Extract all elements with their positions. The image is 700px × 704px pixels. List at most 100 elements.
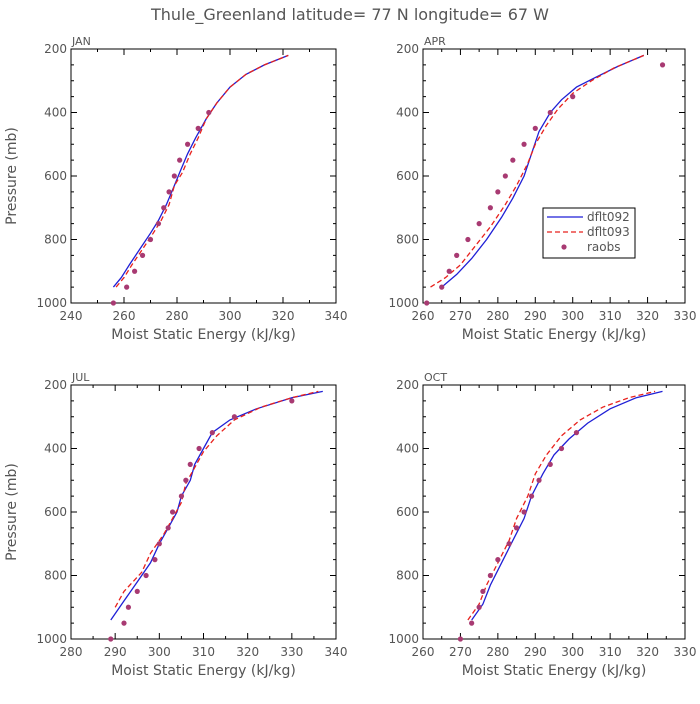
raobs-point: [143, 572, 149, 579]
panel-oct: 260 270 280 290 300 310 320 330 200 400 600 800 1000…: [388, 371, 696, 679]
x-tick-label: 320: [636, 309, 659, 323]
legend-label-raobs: raobs: [587, 240, 621, 254]
y-tick-label: 200: [44, 42, 67, 56]
raobs-point: [152, 557, 158, 563]
x-tick-label: 290: [104, 645, 127, 659]
x-tick-label: 270: [449, 309, 472, 323]
x-tick-label: 280: [486, 309, 509, 323]
x-tick-label: 330: [280, 645, 303, 659]
x-tick-label: 290: [524, 309, 547, 323]
x-tick-label: 240: [60, 309, 83, 323]
x-tick-label: 300: [148, 645, 171, 659]
panel-apr: 260 270 280 290 300 310 320 330 200 400 600 800 1000…: [388, 35, 696, 343]
y-tick-label: 1000: [388, 296, 419, 310]
raobs-point: [547, 461, 553, 467]
y-tick-label: 600: [396, 169, 419, 183]
raobs-point: [139, 252, 146, 258]
panel-jan: 240 260 280 300 320 340 200 400 600 800 1000 JAN Moi…: [4, 35, 347, 343]
y-tick-label: 800: [396, 233, 419, 247]
x-tick-label: 320: [272, 309, 295, 323]
raobs-point: [169, 509, 176, 515]
raobs-point: [547, 109, 553, 116]
legend-box: [542, 207, 636, 259]
y-tick-label: 1000: [36, 632, 67, 646]
raobs-point: [155, 221, 162, 227]
raobs-point: [510, 157, 516, 163]
raobs-point: [110, 300, 116, 306]
y-axis-label: Pressure (mb): [4, 127, 20, 225]
raobs-point: [165, 525, 171, 531]
plot-frame: [70, 384, 337, 640]
raobs-point: [476, 221, 482, 227]
raobs-point: [521, 509, 527, 515]
raobs-point: [125, 604, 132, 610]
x-tick-label: 340: [325, 309, 348, 323]
y-tick-label: 400: [396, 442, 419, 456]
panel-title: JAN: [71, 35, 91, 48]
raobs-point: [177, 157, 183, 163]
y-tick-label: 400: [396, 106, 419, 120]
x-axis-label: Moist Static Energy (kJ/kg): [462, 327, 647, 343]
panel-title: JUL: [71, 371, 90, 384]
raobs-point: [573, 430, 580, 436]
x-tick-label: 280: [166, 309, 189, 323]
dflt092-line: [112, 54, 289, 288]
raobs-point: [124, 284, 130, 290]
raobs-point: [495, 189, 501, 195]
raobs-point: [195, 125, 201, 131]
raobs-point: [178, 493, 185, 499]
raobs-point: [465, 236, 471, 243]
y-tick-label: 800: [396, 569, 419, 583]
x-tick-label: 320: [236, 645, 259, 659]
dflt093-line: [115, 54, 289, 288]
x-tick-label: 280: [486, 645, 509, 659]
raobs-point: [528, 493, 535, 499]
x-axis-label: Moist Static Energy (kJ/kg): [111, 327, 296, 343]
raobs-point: [196, 445, 202, 452]
panel-title: OCT: [424, 371, 447, 384]
raobs-point: [289, 398, 295, 404]
raobs-point: [424, 300, 430, 306]
x-axis-label: Moist Static Energy (kJ/kg): [111, 663, 296, 679]
raobs-point: [476, 604, 482, 610]
raobs-point: [513, 525, 520, 531]
x-tick-label: 310: [599, 309, 622, 323]
raobs-point: [134, 588, 140, 594]
x-tick-label: 340: [325, 645, 348, 659]
legend-marker-raobs: [561, 244, 567, 250]
raobs-point: [121, 620, 127, 626]
raobs-point: [495, 557, 501, 563]
x-tick-label: 260: [412, 645, 435, 659]
x-tick-label: 290: [524, 645, 547, 659]
y-tick-label: 200: [396, 42, 419, 56]
panel-jul: 280 290 300 310 320 330 340 200 400 600 800 1000 JUL…: [4, 371, 347, 679]
raobs-point: [439, 284, 445, 290]
y-tick-label: 1000: [36, 296, 67, 310]
raobs-point: [183, 477, 189, 483]
y-tick-label: 1000: [388, 632, 419, 646]
raobs-point: [480, 588, 486, 594]
raobs-point: [457, 636, 464, 642]
legend-label-dflt092: dflt092: [587, 210, 630, 224]
raobs-point: [469, 620, 475, 626]
x-tick-label: 330: [674, 309, 697, 323]
dflt093-line: [114, 390, 319, 608]
raobs-point: [487, 572, 493, 579]
dflt093-line: [467, 390, 656, 621]
y-tick-label: 800: [44, 233, 67, 247]
y-tick-label: 600: [44, 505, 67, 519]
plot-frame: [422, 384, 686, 640]
raobs-point: [147, 236, 154, 243]
raobs-point: [502, 173, 508, 179]
x-tick-label: 300: [561, 645, 584, 659]
raobs-point: [171, 173, 177, 179]
raobs-point: [570, 94, 576, 100]
raobs-point: [206, 109, 212, 116]
raobs-point: [156, 541, 162, 547]
x-tick-label: 310: [599, 645, 622, 659]
x-tick-label: 260: [113, 309, 136, 323]
y-tick-label: 400: [44, 442, 67, 456]
raobs-point: [521, 141, 527, 147]
